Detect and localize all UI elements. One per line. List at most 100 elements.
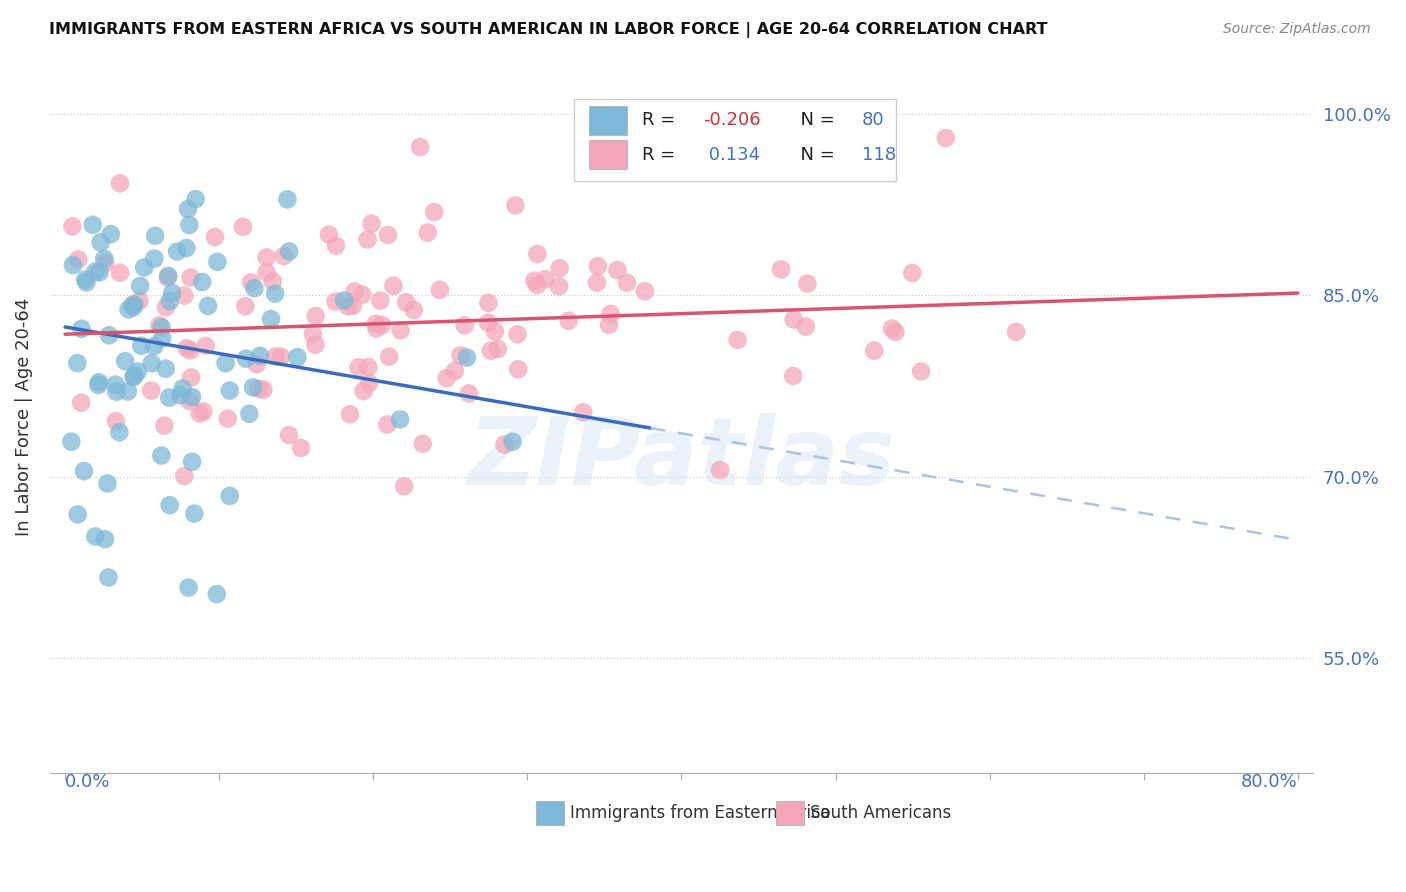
Point: [458, 386, 481, 401]
Point: [337, 299, 360, 313]
Point: [548, 279, 571, 293]
Point: [180, 370, 202, 384]
Point: [121, 298, 143, 312]
Point: [880, 321, 903, 335]
Point: [444, 364, 467, 378]
Point: [166, 244, 188, 259]
Point: [709, 463, 731, 477]
Point: [352, 287, 374, 301]
Point: [114, 354, 136, 368]
Point: [179, 218, 201, 232]
Point: [353, 384, 375, 398]
Point: [180, 270, 202, 285]
Point: [782, 368, 804, 383]
Point: [526, 247, 548, 261]
Point: [191, 275, 214, 289]
Point: [278, 244, 301, 259]
Point: [90, 235, 112, 250]
Point: [184, 192, 207, 206]
Point: [359, 376, 381, 391]
Point: [262, 274, 284, 288]
Point: [389, 323, 412, 337]
Point: [181, 390, 204, 404]
Point: [122, 300, 145, 314]
Point: [87, 376, 110, 390]
Point: [82, 218, 104, 232]
Point: [360, 217, 382, 231]
Point: [156, 270, 179, 285]
Point: [557, 314, 579, 328]
Point: [339, 407, 361, 421]
Point: [453, 318, 475, 333]
Point: [172, 381, 194, 395]
Point: [302, 326, 325, 341]
Point: [364, 317, 387, 331]
Point: [232, 219, 254, 234]
Text: ZIPatlas: ZIPatlas: [467, 413, 896, 505]
Point: [129, 279, 152, 293]
Point: [134, 260, 156, 275]
Point: [863, 343, 886, 358]
Text: 0.134: 0.134: [703, 145, 761, 163]
Point: [837, 134, 859, 148]
Point: [342, 299, 364, 313]
Text: R =: R =: [643, 112, 682, 129]
Point: [494, 437, 516, 451]
Point: [141, 356, 163, 370]
Point: [240, 276, 263, 290]
Point: [60, 434, 83, 449]
Point: [409, 140, 432, 154]
Point: [66, 356, 89, 370]
Point: [94, 256, 117, 270]
Point: [249, 349, 271, 363]
Point: [378, 350, 401, 364]
Text: -0.206: -0.206: [703, 112, 761, 129]
Text: 0.0%: 0.0%: [65, 773, 111, 791]
Point: [150, 449, 173, 463]
Point: [901, 266, 924, 280]
Point: [935, 131, 957, 145]
Point: [176, 341, 198, 355]
Text: 80.0%: 80.0%: [1241, 773, 1298, 791]
Point: [382, 278, 405, 293]
Point: [508, 362, 530, 376]
Bar: [776, 801, 804, 825]
Point: [238, 407, 260, 421]
Point: [1005, 325, 1028, 339]
Point: [264, 286, 287, 301]
Point: [252, 383, 274, 397]
Text: South Americans: South Americans: [810, 804, 952, 822]
Point: [484, 325, 506, 339]
Point: [304, 309, 326, 323]
Point: [97, 570, 120, 584]
Point: [450, 348, 472, 362]
Point: [273, 249, 295, 263]
Point: [169, 388, 191, 402]
Point: [93, 252, 115, 266]
Point: [188, 406, 211, 420]
Point: [233, 299, 256, 313]
Point: [412, 436, 434, 450]
Point: [264, 350, 287, 364]
Point: [197, 299, 219, 313]
Point: [366, 321, 388, 335]
Point: [416, 226, 439, 240]
Point: [157, 391, 180, 405]
Point: [347, 360, 370, 375]
Point: [456, 351, 478, 365]
Point: [179, 394, 201, 409]
Point: [193, 404, 215, 418]
Point: [235, 351, 257, 366]
Text: Source: ZipAtlas.com: Source: ZipAtlas.com: [1223, 22, 1371, 37]
Point: [343, 285, 366, 299]
Point: [586, 260, 609, 274]
Point: [160, 285, 183, 300]
Point: [176, 241, 198, 255]
Point: [356, 232, 378, 246]
Point: [371, 318, 394, 332]
Point: [214, 356, 236, 370]
Point: [402, 302, 425, 317]
Point: [243, 281, 266, 295]
Point: [375, 417, 398, 432]
Point: [143, 228, 166, 243]
